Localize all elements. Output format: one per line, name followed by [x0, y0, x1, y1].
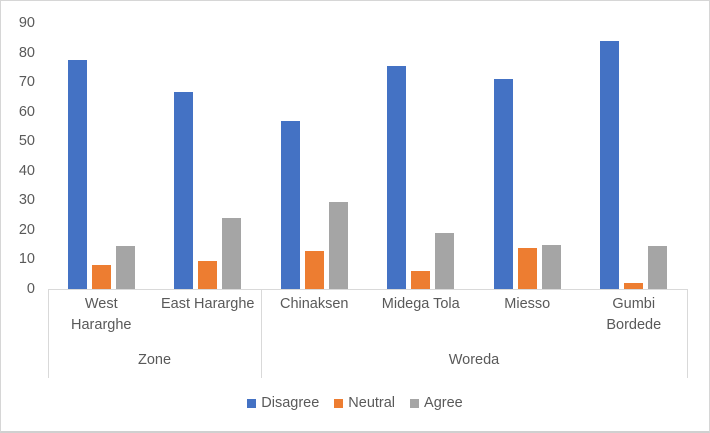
y-axis-tick-label: 20	[18, 221, 35, 238]
category-group-separator	[48, 289, 49, 378]
bar-neutral-1	[91, 265, 111, 289]
y-axis-tick-label: 70	[18, 74, 35, 91]
category-group-separator	[687, 289, 688, 378]
category-label: West Hararghe	[71, 296, 132, 333]
bar-disagree-6	[600, 40, 620, 289]
legend-swatch-disagree-icon	[247, 398, 257, 408]
bar-disagree-3	[280, 120, 300, 289]
bar-neutral-6	[624, 283, 644, 289]
bar-disagree-4	[387, 65, 407, 289]
bar-agree-5	[541, 244, 561, 289]
y-axis-tick-label: 50	[18, 133, 35, 150]
legend: Disagree Neutral Agree	[1, 395, 709, 411]
bar-neutral-5	[517, 247, 537, 289]
bar-agree-2	[222, 218, 242, 289]
category-label: Miesso	[504, 296, 551, 312]
legend-swatch-agree-icon	[410, 398, 420, 408]
bar-agree-3	[328, 201, 348, 289]
x-axis-line	[48, 289, 687, 290]
y-axis-tick-label: 0	[26, 281, 35, 297]
bar-disagree-5	[493, 79, 513, 289]
bar-neutral-4	[411, 271, 431, 289]
bar-disagree-1	[67, 59, 87, 289]
legend-label: Neutral	[348, 395, 396, 411]
y-axis-tick-label: 60	[18, 103, 35, 120]
category-label: Chinaksen	[279, 296, 349, 312]
y-axis-tick-label: 10	[18, 251, 35, 268]
y-axis-tick-label: 40	[18, 162, 35, 179]
category-group-label: Woreda	[448, 352, 500, 368]
y-axis-tick-label: 80	[18, 44, 35, 61]
bar-neutral-2	[198, 260, 218, 289]
legend-label: Disagree	[261, 395, 320, 411]
bar-agree-6	[648, 246, 668, 289]
legend-item-disagree: Disagree	[247, 395, 319, 411]
category-label: Gumbi Bordede	[606, 296, 662, 333]
bar-disagree-2	[174, 92, 194, 289]
bar-neutral-3	[304, 250, 324, 289]
legend-item-agree: Agree	[410, 395, 463, 411]
y-axis-tick-label: 90	[18, 15, 35, 31]
category-group-label: Zone	[137, 352, 172, 368]
legend-swatch-neutral-icon	[334, 398, 344, 408]
bar-agree-4	[435, 232, 455, 289]
category-group-separator	[261, 289, 262, 378]
category-label: Midega Tola	[381, 296, 460, 312]
bar-agree-1	[115, 246, 135, 289]
category-label: East Hararghe	[161, 296, 255, 312]
legend-item-neutral: Neutral	[334, 395, 395, 411]
legend-label: Agree	[424, 395, 463, 411]
y-axis-tick-label: 30	[18, 192, 35, 209]
